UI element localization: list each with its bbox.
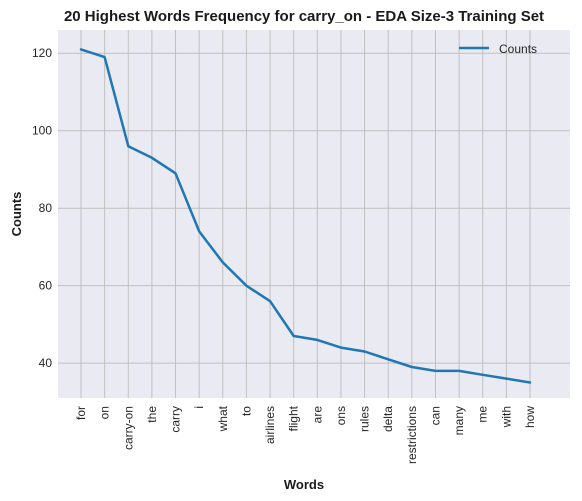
y-axis-label: Counts xyxy=(9,192,24,237)
y-tick-label: 40 xyxy=(39,356,53,370)
legend-label-counts: Counts xyxy=(499,42,537,56)
x-tick-label: the xyxy=(145,406,159,423)
x-tick-label: how xyxy=(523,406,537,428)
y-tick-label: 120 xyxy=(32,46,52,60)
chart-title: 20 Highest Words Frequency for carry_on … xyxy=(64,8,544,25)
series-line-counts xyxy=(79,48,532,384)
y-tick-label: 80 xyxy=(39,201,53,215)
x-tick-label: with xyxy=(499,406,513,428)
grid-lines xyxy=(58,30,570,398)
x-tick-label: carry xyxy=(169,406,183,433)
plot-area xyxy=(58,30,570,398)
x-tick-label: ons xyxy=(334,406,348,425)
x-tick-label: on xyxy=(98,406,112,419)
x-tick-label: i xyxy=(192,406,206,409)
x-tick-label: are xyxy=(310,406,324,424)
x-tick-label: restrictions xyxy=(405,406,419,464)
x-tick-label: rules xyxy=(358,406,372,432)
x-axis-label: Words xyxy=(284,477,324,492)
y-tick-label: 100 xyxy=(32,124,52,138)
x-tick-label: what xyxy=(216,405,230,432)
x-tick-label: many xyxy=(452,406,466,435)
y-tick-label: 60 xyxy=(39,279,53,293)
x-tick-label: delta xyxy=(381,406,395,432)
x-tick-label: me xyxy=(476,406,490,423)
legend: Counts xyxy=(459,42,537,56)
x-tick-label: airlines xyxy=(263,406,277,444)
series-layer xyxy=(79,48,532,384)
x-tick-label: carry-on xyxy=(121,406,135,450)
x-tick-label: flight xyxy=(287,405,301,431)
x-tick-label: for xyxy=(74,406,88,420)
x-tick-label: can xyxy=(428,406,442,425)
tick-labels: 40 60 80 100 120 for on carry-on the carry i what to… xyxy=(32,46,537,464)
x-tick-label: to xyxy=(239,406,253,416)
